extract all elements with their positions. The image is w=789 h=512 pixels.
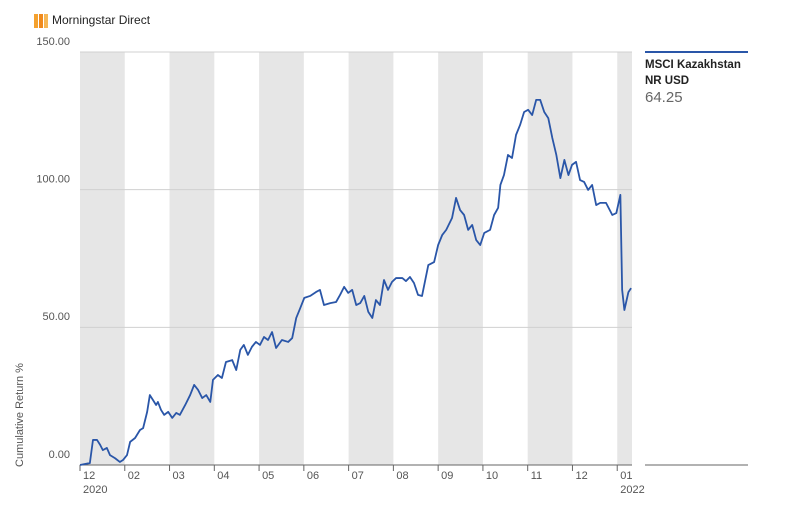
- y-tick-label: 50.00: [42, 311, 70, 323]
- y-tick-label: 0.00: [49, 449, 70, 461]
- legend-value: 64.25: [645, 89, 683, 106]
- month-band: [348, 52, 394, 465]
- x-tick-label: 12: [575, 470, 587, 482]
- month-band: [259, 52, 304, 465]
- x-tick-label: 10: [486, 470, 498, 482]
- year-label: 2020: [83, 484, 107, 496]
- x-tick-label: 04: [217, 470, 229, 482]
- y-tick-label: 100.00: [36, 174, 70, 186]
- x-tick-label: 07: [352, 470, 364, 482]
- line-series: [79, 99, 632, 466]
- x-tick-label: 01: [620, 470, 632, 482]
- x-tick-label: 11: [531, 470, 542, 482]
- x-tick-label: 09: [441, 470, 453, 482]
- month-band: [438, 52, 483, 465]
- x-tick-label: 02: [128, 470, 140, 482]
- x-tick-label: 03: [173, 470, 185, 482]
- month-band: [527, 52, 573, 465]
- logo: [34, 14, 48, 28]
- month-band: [617, 52, 632, 465]
- x-tick-label: 12: [83, 470, 95, 482]
- month-band: [169, 52, 215, 465]
- x-tick-label: 08: [396, 470, 408, 482]
- y-axis-label: Cumulative Return %: [14, 363, 26, 467]
- x-tick-label: 06: [307, 470, 319, 482]
- year-label: 2022: [620, 484, 644, 496]
- month-band: [80, 52, 125, 465]
- x-tick-label: 05: [262, 470, 274, 482]
- legend-name[interactable]: MSCI Kazakhstan NR USD: [645, 59, 741, 87]
- brand: Morningstar Direct: [52, 13, 151, 27]
- y-tick-label: 150.00: [36, 36, 70, 48]
